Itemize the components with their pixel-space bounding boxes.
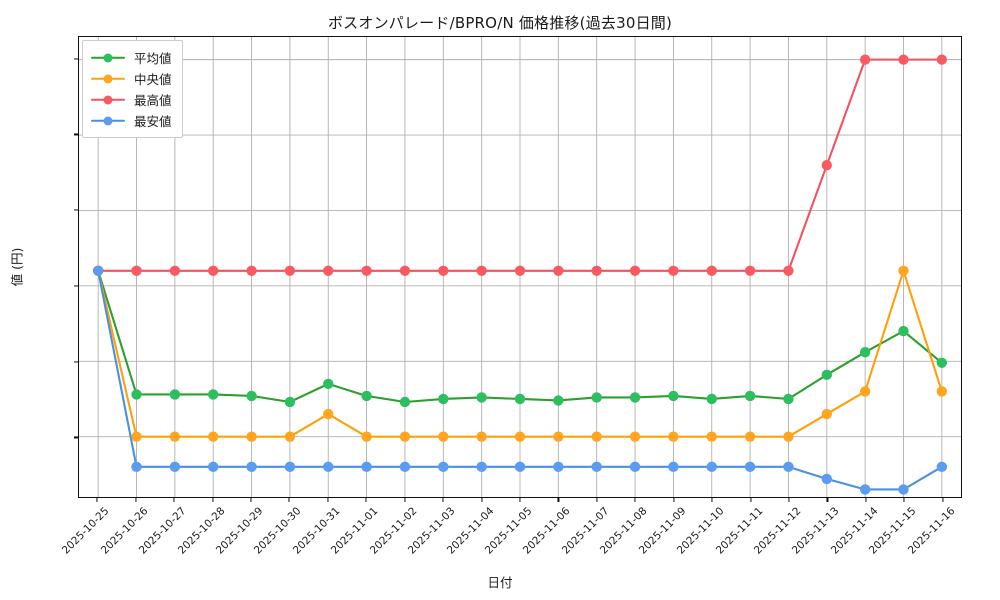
chart-legend[interactable]: 平均値中央値最高値最安値 [82,40,183,138]
x-axis-tick-mark [557,498,559,502]
x-axis-tick-mark [288,498,290,502]
x-axis-tick-mark [365,498,367,502]
x-axis-tick-mark [634,498,636,502]
legend-item-0[interactable]: 平均値 [91,47,172,68]
x-axis-tick-mark [865,498,867,502]
x-axis-tick-mark [442,498,444,502]
legend-label: 平均値 [134,51,172,66]
chart-title: ボスオンパレード/BPRO/N 価格推移(過去30日間) [327,14,673,32]
x-axis-tick-mark [327,498,329,502]
legend-label: 最高値 [134,93,172,108]
legend-label: 最安値 [134,114,172,129]
x-axis-tick-mark [519,498,521,502]
legend-swatch-icon [91,115,125,127]
x-axis-tick-mark [211,498,214,502]
plot-area [78,36,962,498]
y-axis-tick-mark [74,209,78,211]
legend-item-2[interactable]: 最高値 [91,89,172,110]
x-axis-tick-mark [404,498,406,502]
y-axis-tick-mark [74,285,78,287]
legend-item-3[interactable]: 最安値 [91,110,172,131]
x-axis-tick-mark [481,498,483,502]
legend-label: 中央値 [134,72,172,87]
series-lines [97,58,943,491]
x-axis-tick-mark [673,498,675,502]
x-axis-tick-mark [903,498,905,502]
legend-swatch-icon [91,52,125,64]
x-axis-tick-mark [596,498,598,502]
x-axis-tick-mark [826,498,829,502]
legend-swatch-icon [91,73,125,85]
y-axis-tick-mark [74,58,78,60]
y-axis-label: 値 (円) [9,247,25,287]
x-axis-tick-mark [96,498,98,502]
x-axis-tick-mark [135,498,137,502]
y-axis-tick-mark [74,436,78,438]
x-axis-tick-mark [750,498,752,502]
x-axis-tick-mark [942,498,944,502]
y-axis-tick-mark [74,361,78,363]
y-axis-tick-mark [74,133,78,135]
x-axis-tick-mark [788,498,790,502]
x-axis-tick-mark [250,498,252,502]
x-axis-tick-mark [711,498,713,502]
legend-swatch-icon [91,94,125,106]
x-axis-tick-mark [173,498,175,502]
legend-item-1[interactable]: 中央値 [91,68,172,89]
x-axis-label: 日付 [487,575,513,590]
